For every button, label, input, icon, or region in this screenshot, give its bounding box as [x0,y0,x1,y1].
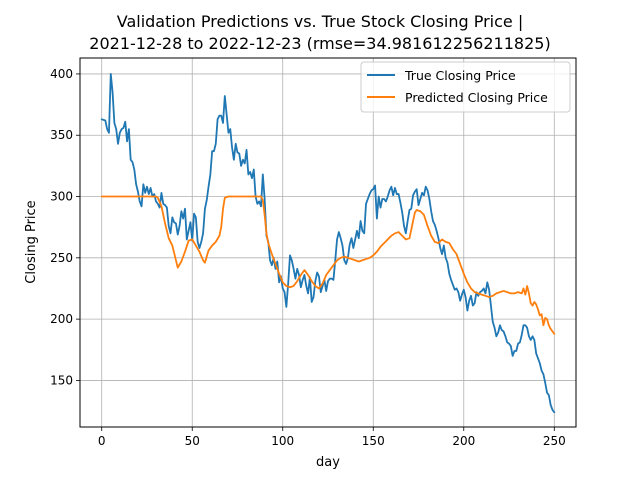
grid-layer [80,58,576,427]
x-tick-label-150: 150 [362,434,385,448]
y-axis-label: Closing Price [24,200,39,283]
tick-layer: 0 50 100 150 200 250 150 200 250 300 350 400 [50,67,566,448]
true-closing-price-line [100,73,556,414]
y-tick-label-300: 300 [50,190,73,204]
x-tick-label-200: 200 [452,434,475,448]
x-tick-label-100: 100 [271,434,294,448]
series-layer [100,73,556,414]
predicted-closing-price-line [100,195,556,335]
y-tick-label-400: 400 [50,67,73,81]
y-tick-label-350: 350 [50,128,73,142]
legend-box [360,61,571,113]
legend-label-true: True Closing Price [404,68,516,83]
y-tick-label-200: 200 [50,312,73,326]
x-tick-label-50: 50 [185,434,200,448]
legend: True Closing Price Predicted Closing Pri… [360,61,571,113]
chart-title-line-2: 2021-12-28 to 2022-12-23 (rmse=34.981612… [89,34,550,53]
y-tick-label-250: 250 [50,251,73,265]
x-axis-label: day [316,455,340,470]
legend-label-predicted: Predicted Closing Price [405,90,548,105]
y-tick-label-150: 150 [50,373,73,387]
x-tick-label-250: 250 [543,434,566,448]
chart-title-line-1: Validation Predictions vs. True Stock Cl… [117,12,524,31]
x-tick-label-0: 0 [98,434,106,448]
plot-frame [79,57,577,428]
